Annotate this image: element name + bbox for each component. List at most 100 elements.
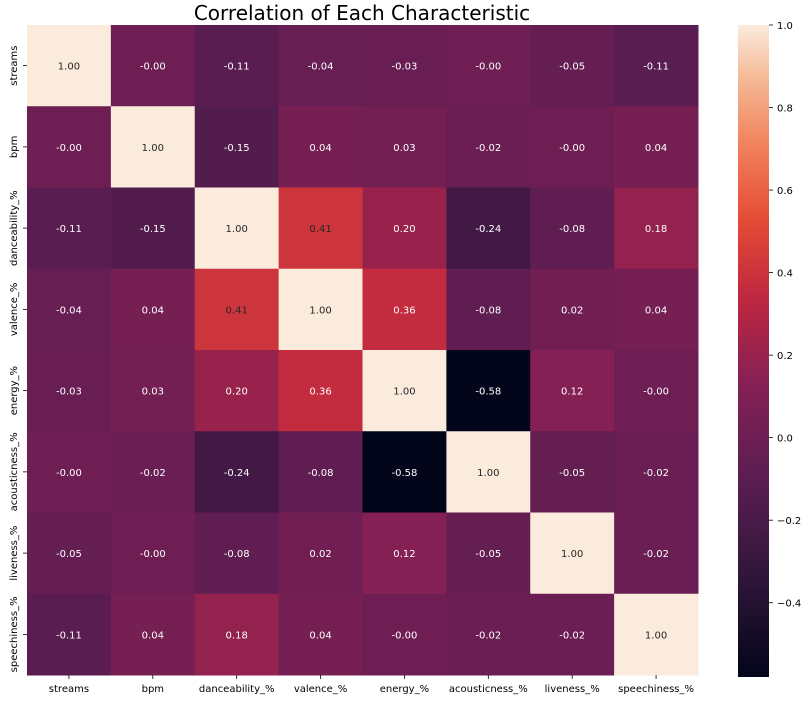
- heatmap-cell: [614, 512, 699, 595]
- colorbar-tick-label: −0.2: [777, 516, 801, 527]
- y-axis-ticks: streams bpm danceability_% valence_% energy_…: [9, 45, 27, 672]
- cell-value-label: 0.03: [142, 387, 164, 398]
- heatmap-cell: [27, 431, 112, 513]
- cell-value-label: -0.00: [140, 62, 166, 73]
- heatmap-cell: [194, 187, 280, 270]
- cell-value-label: -0.02: [643, 549, 669, 560]
- y-tick-label: bpm: [9, 136, 20, 158]
- colorbar-tick-label: 0.4: [777, 269, 793, 280]
- heatmap-cell: [110, 268, 196, 351]
- cell-value-label: -0.05: [559, 468, 585, 479]
- cell-value-label: 1.00: [309, 305, 331, 316]
- heatmap-cell: [27, 106, 112, 188]
- heatmap-cell: [27, 25, 112, 107]
- colorbar-tick-label: 0.0: [777, 434, 793, 445]
- cell-value-label: -0.00: [475, 62, 501, 73]
- cell-value-label: -0.08: [475, 305, 501, 316]
- heatmap-cell: [110, 512, 196, 595]
- cell-value-label: 0.12: [393, 549, 415, 560]
- cell-value-label: -0.58: [475, 387, 501, 398]
- cell-value-label: 0.04: [142, 630, 164, 641]
- heatmap-cell: [446, 593, 531, 676]
- colorbar: 1.0 0.8 0.6 0.4 0.2 0.0 −0.2 −0.4: [738, 21, 801, 677]
- heatmap-cell: [27, 268, 112, 351]
- cell-value-label: -0.11: [56, 630, 82, 641]
- x-tick-label: valence_%: [294, 684, 347, 695]
- cell-value-label: 0.04: [309, 143, 331, 154]
- cell-value-label: 1.00: [393, 387, 415, 398]
- heatmap-cell: [27, 187, 112, 270]
- x-tick-label: danceability_%: [199, 684, 275, 695]
- cell-value-label: -0.04: [308, 62, 334, 73]
- heatmap-cell: [278, 350, 363, 432]
- cell-value-label: -0.00: [392, 630, 418, 641]
- y-tick-label: danceability_%: [9, 190, 20, 266]
- cell-value-label: -0.15: [224, 143, 250, 154]
- heatmap-cell: [27, 593, 112, 676]
- heatmap-cell: [110, 106, 196, 188]
- colorbar-tick-label: 0.2: [777, 351, 793, 362]
- cell-value-label: -0.11: [224, 62, 250, 73]
- cell-value-label: -0.02: [643, 468, 669, 479]
- cell-value-label: -0.00: [56, 143, 82, 154]
- cell-value-label: -0.58: [392, 468, 418, 479]
- heatmap-cell: [278, 512, 363, 595]
- cell-value-label: -0.08: [224, 549, 250, 560]
- heatmap-cell: [362, 25, 447, 107]
- y-tick-label: speechiness_%: [9, 596, 20, 672]
- heatmap-cell: [530, 431, 615, 513]
- cell-value-label: 1.00: [561, 549, 583, 560]
- heatmap-cell: [614, 187, 699, 270]
- cell-value-label: -0.05: [475, 549, 501, 560]
- heatmap-cell: [446, 431, 531, 513]
- cell-value-label: 0.20: [393, 224, 415, 235]
- cell-value-label: 0.02: [309, 549, 331, 560]
- heatmap-cell: [362, 431, 447, 513]
- cell-value-label: -0.00: [559, 143, 585, 154]
- x-axis-ticks: streams bpm danceability_% valence_% energy_…: [49, 675, 694, 695]
- cell-value-label: -0.00: [56, 468, 82, 479]
- cell-value-label: 1.00: [226, 224, 248, 235]
- heatmap-cell: [110, 350, 196, 432]
- heatmap-cell: [278, 106, 363, 188]
- heatmap-cell: [110, 593, 196, 676]
- cell-value-label: 1.00: [645, 630, 667, 641]
- cell-value-label: 0.12: [561, 387, 583, 398]
- cell-value-label: 0.41: [226, 305, 248, 316]
- heatmap-cell: [194, 431, 280, 513]
- x-tick-label: liveness_%: [545, 684, 600, 695]
- heatmap-cell: [446, 25, 531, 107]
- heatmap-cell: [446, 268, 531, 351]
- cell-value-label: -0.00: [140, 549, 166, 560]
- heatmap-cell: [362, 593, 447, 676]
- cell-value-label: 0.02: [561, 305, 583, 316]
- cell-value-label: -0.24: [224, 468, 250, 479]
- heatmap-cell: [110, 25, 196, 107]
- y-tick-label: streams: [9, 45, 20, 85]
- cell-value-label: 0.18: [226, 630, 248, 641]
- colorbar-tick-label: −0.4: [777, 599, 801, 610]
- heatmap-cell: [446, 350, 531, 432]
- cell-value-label: 0.04: [309, 630, 331, 641]
- heatmap-cell: [194, 106, 280, 188]
- cell-value-label: -0.00: [643, 387, 669, 398]
- x-tick-label: streams: [49, 684, 89, 695]
- heatmap-cell: [614, 268, 699, 351]
- cell-value-label: 0.04: [645, 305, 667, 316]
- heatmap-cell: [194, 25, 280, 107]
- cell-value-label: 1.00: [142, 143, 164, 154]
- heatmap-cell: [530, 106, 615, 188]
- heatmap-cell: [530, 593, 615, 676]
- cell-value-label: -0.08: [308, 468, 334, 479]
- heatmap-cell: [194, 512, 280, 595]
- heatmap-cell: [278, 431, 363, 513]
- heatmap-cell: [530, 350, 615, 432]
- cell-value-label: -0.05: [559, 62, 585, 73]
- y-tick-label: acousticness_%: [9, 432, 20, 511]
- heatmap-cell: [530, 512, 615, 595]
- heatmap-cell: [362, 350, 447, 432]
- heatmap-cell: [278, 187, 363, 270]
- heatmap-cell: [614, 593, 699, 676]
- heatmap-cell: [446, 106, 531, 188]
- colorbar-tick-label: 0.6: [777, 186, 793, 197]
